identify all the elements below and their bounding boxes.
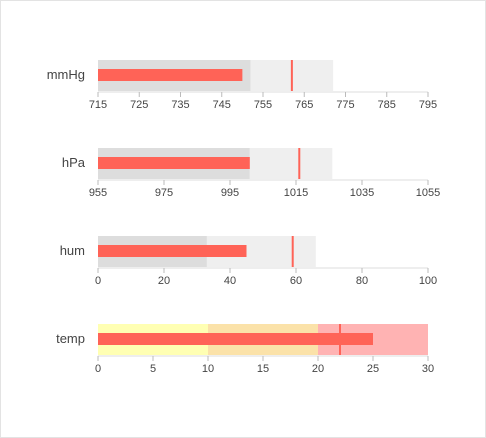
x-tick-label: 725 (130, 99, 148, 111)
x-tick-label: 10 (202, 363, 214, 375)
x-tick-label: 20 (312, 363, 324, 375)
x-tick-label: 1035 (350, 187, 374, 199)
x-tick-label: 30 (422, 363, 434, 375)
x-tick-label: 955 (89, 187, 107, 199)
x-tick-label: 0 (95, 363, 101, 375)
x-tick-label: 15 (257, 363, 269, 375)
x-tick-label: 1015 (284, 187, 308, 199)
x-tick-label: 20 (158, 275, 170, 287)
value-bar (98, 245, 247, 257)
bullet-label: temp (56, 331, 85, 346)
x-tick-label: 975 (155, 187, 173, 199)
x-tick-label: 100 (419, 275, 437, 287)
x-tick-label: 715 (89, 99, 107, 111)
x-tick-label: 60 (290, 275, 302, 287)
x-tick-label: 735 (171, 99, 189, 111)
x-tick-label: 25 (367, 363, 379, 375)
range-band (249, 148, 333, 179)
x-tick-label: 765 (295, 99, 313, 111)
bullet-label: hPa (62, 155, 86, 170)
x-tick-label: 0 (95, 275, 101, 287)
value-bar (98, 333, 373, 345)
x-tick-label: 775 (336, 99, 354, 111)
x-tick-label: 5 (150, 363, 156, 375)
x-tick-label: 745 (213, 99, 231, 111)
x-tick-label: 795 (419, 99, 437, 111)
x-tick-label: 80 (356, 275, 368, 287)
x-tick-label: 785 (378, 99, 396, 111)
value-bar (98, 69, 243, 81)
x-tick-label: 1055 (416, 187, 440, 199)
x-tick-label: 995 (221, 187, 239, 199)
x-tick-label: 755 (254, 99, 272, 111)
bullet-label: mmHg (47, 67, 85, 82)
bullet-label: hum (60, 243, 85, 258)
x-tick-label: 40 (224, 275, 236, 287)
value-bar (98, 157, 250, 169)
